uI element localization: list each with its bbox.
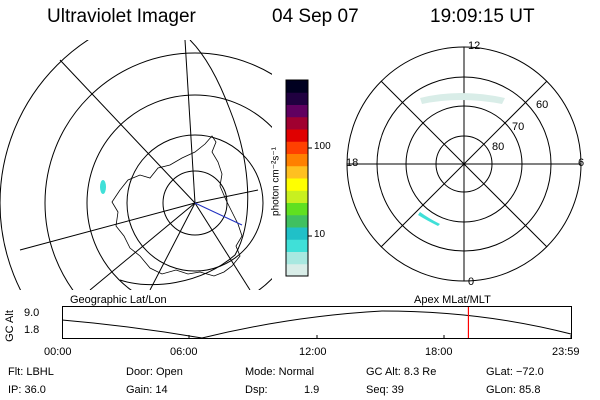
info-glat: GLat: −72.0 bbox=[486, 366, 544, 378]
meridian bbox=[19, 202, 196, 251]
time-tick-0000: 00:00 bbox=[44, 346, 72, 358]
time-tick-2359: 23:59 bbox=[552, 346, 580, 358]
colorbar-band bbox=[286, 214, 308, 228]
colorbar-band bbox=[286, 141, 308, 154]
mlt-label-12: 12 bbox=[468, 40, 481, 52]
colorbar-band bbox=[286, 239, 308, 252]
altitude-axis-label: GC Alt bbox=[3, 310, 16, 342]
altitude-timeline bbox=[62, 306, 572, 339]
aurora-patch bbox=[420, 93, 505, 104]
time-tick-1800: 18:00 bbox=[425, 346, 453, 358]
info-dsp-label: Dsp: bbox=[245, 384, 268, 396]
time-label: 19:09:15 UT bbox=[430, 6, 535, 27]
lat-circle bbox=[162, 170, 228, 236]
apex-panel-title: Apex MLat/MLT bbox=[414, 294, 491, 306]
colorbar-band bbox=[286, 92, 308, 105]
lat-label-60: 60 bbox=[536, 99, 549, 111]
geographic-panel-title: Geographic Lat/Lon bbox=[70, 294, 167, 306]
info-gcalt: GC Alt: 8.3 Re bbox=[366, 366, 437, 378]
colorbar-tick-100: 100 bbox=[314, 141, 331, 152]
colorbar-tick-10: 10 bbox=[314, 229, 326, 240]
aurora-patch bbox=[100, 180, 106, 194]
date-label: 04 Sep 07 bbox=[272, 6, 359, 27]
colorbar-band bbox=[286, 190, 308, 203]
colorbar-band bbox=[286, 165, 308, 179]
info-flt: Flt: LBHL bbox=[8, 366, 54, 378]
lat-label-70: 70 bbox=[512, 121, 525, 133]
time-tick-0600: 06:00 bbox=[170, 346, 198, 358]
meridian bbox=[59, 59, 196, 204]
terminator-line bbox=[194, 202, 243, 226]
colorbar-band bbox=[286, 263, 308, 277]
colorbar-band bbox=[286, 80, 308, 93]
earth-limb bbox=[119, 40, 249, 286]
aurora-patch bbox=[418, 212, 440, 226]
info-gain: Gain: 14 bbox=[126, 384, 168, 396]
lat-circle bbox=[126, 134, 264, 272]
colorbar-unit-label: photon cm⁻²s⁻¹ bbox=[270, 147, 282, 216]
meridian bbox=[194, 202, 251, 290]
mlt-label-18: 18 bbox=[346, 157, 359, 169]
colorbar-band bbox=[286, 153, 308, 167]
altitude-tick-1.8: 1.8 bbox=[24, 324, 40, 336]
info-mode: Mode: Normal bbox=[245, 366, 315, 378]
altitude-curve bbox=[62, 310, 572, 339]
info-door: Door: Open bbox=[126, 366, 183, 378]
meridian bbox=[149, 202, 196, 290]
colorbar-band bbox=[286, 104, 308, 118]
coastline bbox=[111, 135, 243, 277]
lat-circle bbox=[44, 52, 272, 290]
colorbar bbox=[285, 79, 312, 277]
info-ip: IP: 36.0 bbox=[8, 384, 46, 396]
info-seq: Seq: 39 bbox=[366, 384, 404, 396]
meridian bbox=[184, 40, 196, 204]
mlt-label-0: 0 bbox=[468, 276, 475, 288]
geographic-map bbox=[0, 40, 272, 290]
altitude-tick-9: 9.0 bbox=[24, 307, 40, 319]
meridian bbox=[89, 202, 196, 290]
app-title: Ultraviolet Imager bbox=[47, 6, 196, 27]
info-glon: GLon: 85.8 bbox=[486, 384, 541, 396]
colorbar-band bbox=[286, 251, 308, 265]
colorbar-band bbox=[286, 178, 308, 191]
colorbar-band bbox=[286, 227, 308, 240]
polar-plot bbox=[346, 46, 582, 282]
time-tick-1200: 12:00 bbox=[299, 346, 327, 358]
colorbar-band bbox=[286, 129, 308, 142]
colorbar-band bbox=[286, 116, 308, 130]
info-dsp-value: 1.9 bbox=[304, 384, 320, 396]
lat-label-80: 80 bbox=[492, 141, 505, 153]
colorbar-band bbox=[286, 202, 308, 216]
mlt-label-6: 6 bbox=[578, 157, 585, 169]
lat-circle bbox=[86, 94, 272, 290]
